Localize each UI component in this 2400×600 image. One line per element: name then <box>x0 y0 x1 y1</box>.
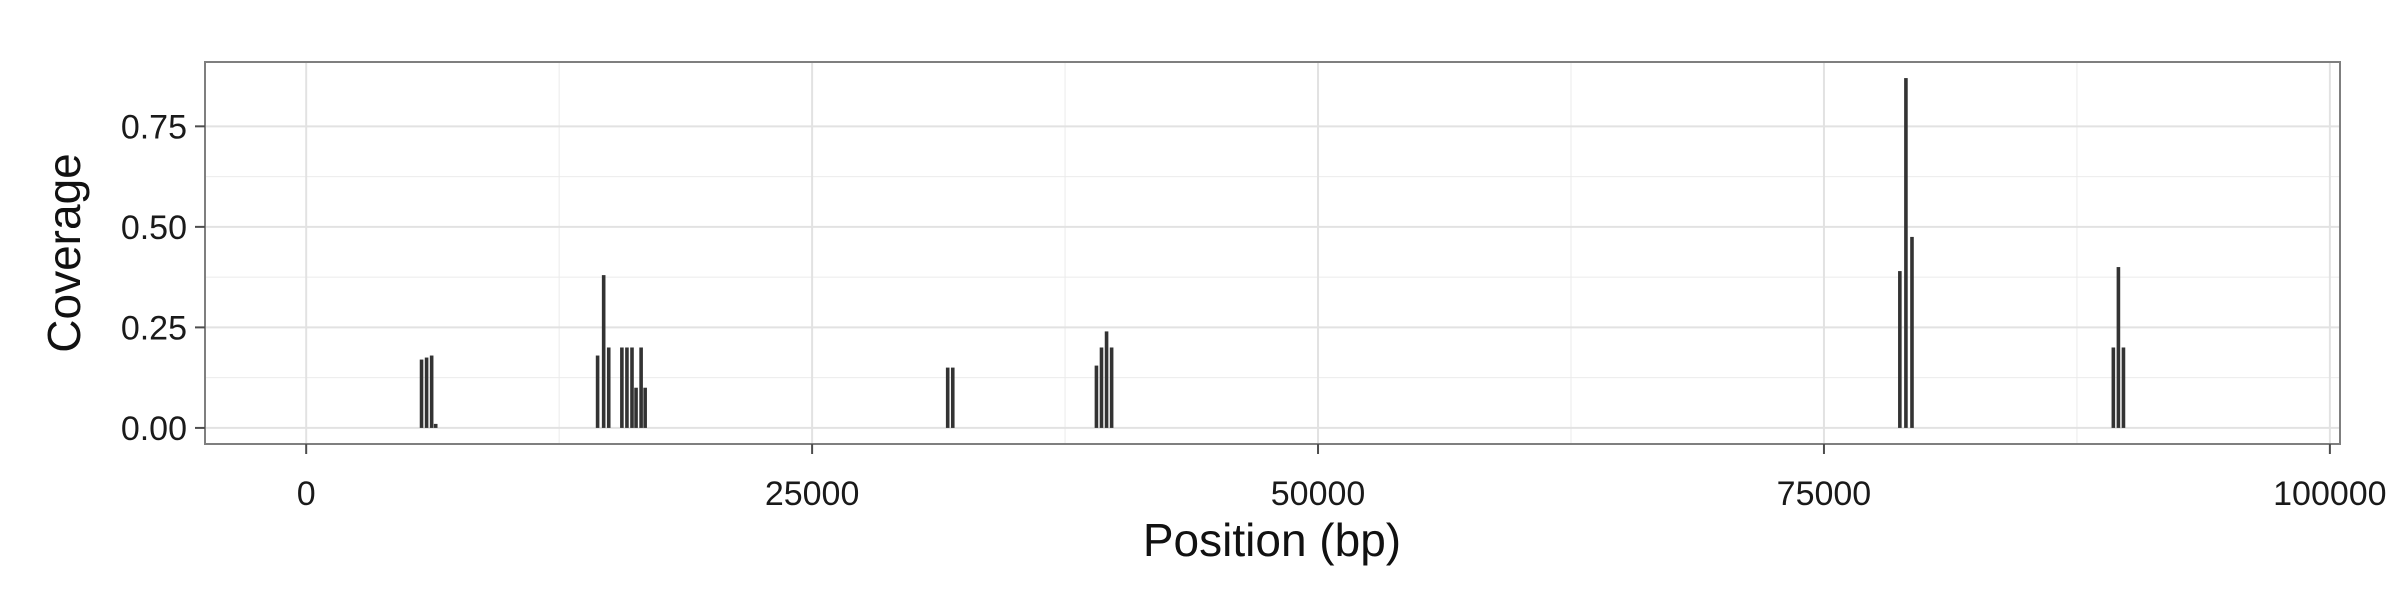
coverage-bar <box>950 367 955 428</box>
plot-border <box>204 61 2341 445</box>
x-tick-label: 0 <box>297 475 316 513</box>
x-tick-label: 25000 <box>765 475 860 513</box>
coverage-bar <box>620 347 624 428</box>
x-axis-title: Position (bp) <box>1143 514 1401 566</box>
coverage-bar <box>601 275 606 428</box>
coverage-bar <box>1904 78 1908 428</box>
coverage-bar <box>419 359 424 428</box>
coverage-bar <box>2121 347 2126 428</box>
coverage-bar <box>625 347 629 428</box>
y-tick-label: 0.75 <box>121 108 187 146</box>
y-axis-title: Coverage <box>38 153 90 352</box>
coverage-bar <box>945 367 950 428</box>
coverage-bar <box>1094 365 1099 428</box>
coverage-bar <box>1104 331 1109 428</box>
x-tick-label: 75000 <box>1777 475 1872 513</box>
coverage-bar <box>1099 347 1104 428</box>
coverage-bar <box>634 387 638 428</box>
coverage-bar <box>2116 267 2121 428</box>
coverage-bar <box>1910 236 1914 428</box>
coverage-bar <box>643 387 647 428</box>
bar-series <box>419 78 2126 428</box>
x-tick-label: 50000 <box>1271 475 1366 513</box>
coverage-bar <box>2111 347 2116 428</box>
coverage-bar <box>433 423 438 428</box>
plot-panel <box>205 62 2340 444</box>
coverage-bar <box>429 355 434 428</box>
x-axis: 0 25000 50000 75000 100000 <box>297 444 2387 513</box>
y-tick-label: 0.25 <box>121 309 187 347</box>
coverage-bar <box>424 357 429 428</box>
y-tick-label: 0.00 <box>121 410 187 448</box>
x-tick-label: 100000 <box>2273 475 2386 513</box>
coverage-bar <box>595 355 600 428</box>
grid-lines <box>205 62 2340 444</box>
coverage-bar <box>639 347 643 428</box>
y-tick-label: 0.50 <box>121 209 187 247</box>
y-axis: 0.00 0.25 0.50 0.75 <box>121 108 205 448</box>
coverage-bar <box>1109 347 1114 428</box>
coverage-bar <box>1898 271 1902 428</box>
coverage-bar <box>630 347 634 428</box>
coverage-bar <box>606 347 611 428</box>
